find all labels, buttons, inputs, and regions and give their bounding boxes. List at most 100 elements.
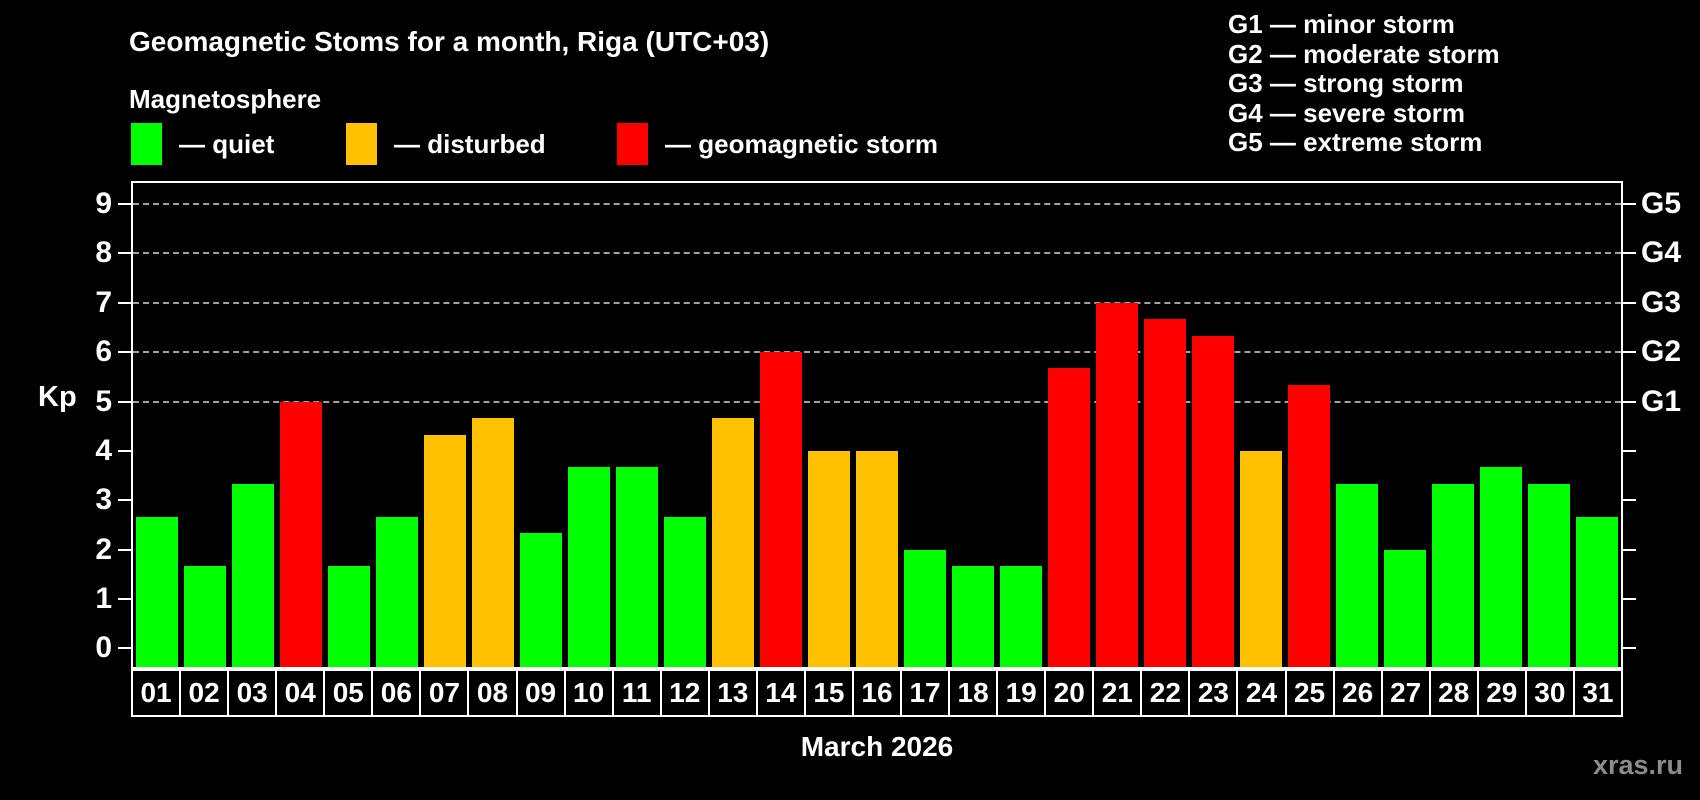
bar-day-12 [664,516,706,667]
y-axis-tick-left-4 [118,449,131,452]
bar-day-17 [904,549,946,667]
y-axis-tick-left-1 [118,598,131,601]
bar-day-31 [1576,516,1618,667]
bar-day-22 [1144,319,1186,667]
gridline-kp-7 [133,301,1621,304]
y-axis-tick-left-3 [118,499,131,502]
bar-day-03 [232,484,274,667]
day-label-20: 20 [1044,669,1095,717]
gridline-kp-9 [133,202,1621,205]
legend-swatch-storm [617,123,648,165]
right-axis-label-G5: G5 [1641,186,1682,220]
g-legend-line-1: G1 — minor storm [1228,9,1455,39]
watermark: xras.ru [1592,750,1683,780]
y-axis-tick-right-1 [1623,598,1636,601]
y-axis-tick-right-5 [1623,400,1636,403]
day-label-26: 26 [1332,669,1383,717]
magnetosphere-legend: — quiet — disturbed — geomagnetic storm [131,122,1031,166]
legend-label-quiet: — quiet [179,128,275,159]
day-label-29: 29 [1476,669,1527,717]
y-axis-tick-left-6 [118,351,131,354]
day-label-25: 25 [1284,669,1335,717]
bar-day-06 [376,516,418,667]
g-legend-line-4: G4 — severe storm [1228,97,1466,128]
bar-day-27 [1384,549,1426,667]
y-axis-tick-right-8 [1623,252,1636,255]
y-axis-tick-left-5 [118,400,131,403]
x-axis-day-labels: 01 02 03 04 05 06 07 08 09 10 11 12 13 14 15 16 17 18 19 20… [131,669,1623,717]
y-axis-label-0: 0 [95,631,112,665]
x-axis-title: March 2026 [800,731,954,762]
y-axis-tick-right-9 [1623,202,1636,205]
legend-item-disturbed: — disturbed [346,122,546,166]
y-axis-label-4: 4 [95,433,112,467]
gridline-kp-5 [133,400,1621,403]
day-label-30: 30 [1524,669,1575,717]
bar-day-30 [1528,484,1570,667]
bar-day-20 [1048,368,1090,667]
bar-day-09 [520,533,562,667]
y-axis-tick-left-9 [118,202,131,205]
y-axis-title: Kp [38,381,77,413]
day-label-04: 04 [275,669,326,717]
y-axis-label-2: 2 [95,532,112,566]
day-label-15: 15 [803,669,854,717]
bar-day-16 [856,450,898,667]
bar-day-01 [136,516,178,667]
y-axis-tick-right-2 [1623,548,1636,551]
chart-title: Geomagnetic Stoms for a month, Riga (UTC… [129,26,770,57]
y-axis-tick-left-7 [118,301,131,304]
legend-item-quiet: — quiet [131,122,274,166]
y-axis-tick-left-2 [118,548,131,551]
y-axis-label-6: 6 [95,335,112,369]
right-axis-label-G2: G2 [1641,335,1682,369]
day-label-27: 27 [1380,669,1431,717]
day-label-13: 13 [707,669,758,717]
bar-day-26 [1336,484,1378,667]
day-label-02: 02 [179,669,230,717]
bar-day-19 [1000,566,1042,667]
y-axis-label-5: 5 [95,384,112,418]
right-axis-label-G1: G1 [1641,384,1682,418]
day-label-08: 08 [467,669,518,717]
y-axis-label-8: 8 [95,236,112,270]
y-axis-label-9: 9 [95,186,112,220]
bar-day-29 [1480,467,1522,667]
day-label-14: 14 [755,669,806,717]
day-label-18: 18 [948,669,999,717]
bar-day-05 [328,566,370,667]
day-label-23: 23 [1188,669,1239,717]
bar-day-04 [280,401,322,667]
day-label-10: 10 [563,669,614,717]
bar-day-23 [1192,335,1234,667]
y-axis-tick-right-0 [1623,647,1636,650]
day-label-03: 03 [227,669,278,717]
bar-day-07 [424,434,466,667]
bar-day-15 [808,450,850,667]
g-legend-line-2: G2 — moderate storm [1228,38,1500,69]
y-axis-tick-right-7 [1623,301,1636,304]
day-label-19: 19 [996,669,1047,717]
right-axis-label-G4: G4 [1641,236,1682,270]
y-axis-tick-right-3 [1623,499,1636,502]
legend-item-storm: — geomagnetic storm [617,122,938,166]
bar-day-08 [472,417,514,667]
day-label-21: 21 [1092,669,1143,717]
gridline-kp-8 [133,252,1621,255]
bar-day-21 [1096,302,1138,667]
bar-day-28 [1432,484,1474,667]
y-axis-tick-left-8 [118,252,131,255]
bar-day-13 [712,417,754,667]
day-label-12: 12 [659,669,710,717]
y-axis-label-7: 7 [95,285,112,319]
day-label-11: 11 [611,669,662,717]
bar-day-11 [616,467,658,667]
g-scale-legend: G1 — minor storm G2 — moderate storm G3 — … [1228,9,1500,158]
bar-day-24 [1240,450,1282,667]
bar-day-02 [184,566,226,667]
g-legend-line-3: G3 — strong storm [1228,68,1464,99]
y-axis-tick-right-4 [1623,449,1636,452]
legend-swatch-disturbed [346,123,377,165]
day-label-06: 06 [371,669,422,717]
